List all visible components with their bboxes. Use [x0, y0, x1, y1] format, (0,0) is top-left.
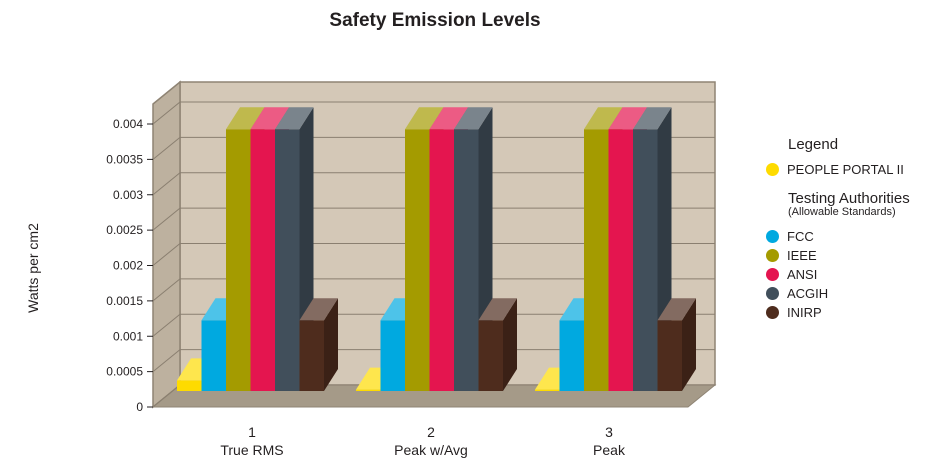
x-tick-label-2: Peak w/Avg: [394, 442, 468, 458]
bar-top: [226, 107, 265, 130]
bar-top: [299, 298, 338, 321]
legend-label-inirp: INIRP: [787, 305, 822, 320]
legend: Legend PEOPLE PORTAL II Testing Authorit…: [766, 136, 935, 322]
bar-top: [608, 107, 647, 130]
bar-top: [405, 107, 444, 130]
bar-top: [633, 107, 672, 130]
x-tick-number-1: 1: [248, 424, 256, 440]
chart-side-wall: [152, 80, 181, 409]
gridline-side: [152, 136, 181, 160]
bar-top: [429, 107, 468, 130]
bar-front: [429, 129, 454, 391]
bar-front: [380, 320, 405, 391]
bar-front: [633, 129, 658, 391]
bar-side: [324, 298, 338, 391]
legend-label-fcc: FCC: [787, 229, 814, 244]
legend-item-acgih: ACGIH: [766, 284, 935, 303]
gridline-side: [152, 101, 181, 125]
bar-top: [250, 107, 289, 130]
bar-inirp-3: [657, 298, 696, 391]
legend-swatch-ieee: [766, 249, 779, 262]
bar-front: [177, 380, 202, 391]
bar-front: [535, 389, 560, 391]
bar-front: [226, 129, 251, 391]
x-tick-label-3: Peak: [593, 442, 626, 458]
bar-front: [201, 320, 226, 391]
bar-top: [584, 107, 623, 130]
y-tick-label: 0.0005: [106, 365, 143, 379]
legend-swatch-inirp: [766, 306, 779, 319]
y-tick-label: 0.001: [113, 329, 143, 343]
legend-item-ieee: IEEE: [766, 246, 935, 265]
legend-swatch-acgih: [766, 287, 779, 300]
x-tick-number-2: 2: [427, 424, 435, 440]
y-tick-label: 0.0035: [106, 152, 143, 166]
bar-front: [584, 129, 609, 391]
bar-front: [250, 129, 275, 391]
x-tick-number-3: 3: [605, 424, 613, 440]
bar-front: [657, 320, 682, 391]
legend-swatch-people-portal: [766, 163, 779, 176]
bar-inirp-2: [478, 298, 517, 391]
y-tick-label: 0.002: [113, 259, 143, 273]
legend-label-acgih: ACGIH: [787, 286, 829, 301]
bar-front: [299, 320, 324, 391]
legend-swatch-ansi: [766, 268, 779, 281]
bar-front: [559, 320, 584, 391]
y-tick-label: 0.003: [113, 188, 143, 202]
bar-front: [356, 389, 381, 391]
gridline-side: [152, 243, 181, 266]
bar-top: [478, 298, 517, 321]
gridline-side: [152, 384, 181, 408]
legend-label-ieee: IEEE: [787, 248, 817, 263]
legend-label-people-portal: PEOPLE PORTAL II: [787, 162, 904, 177]
y-tick-label: 0.004: [113, 117, 143, 131]
gridline-side: [152, 172, 181, 196]
bar-front: [275, 129, 300, 391]
legend-group-title: Testing Authorities: [788, 190, 910, 207]
bar-side: [682, 298, 696, 391]
bar-front: [454, 129, 479, 391]
bar-inirp-1: [299, 298, 338, 391]
bar-top: [454, 107, 493, 130]
y-tick-label: 0: [136, 400, 143, 414]
legend-item-people-portal: PEOPLE PORTAL II: [766, 160, 935, 179]
y-tick-label: 0.0025: [106, 223, 143, 237]
bar-top: [657, 298, 696, 321]
x-tick-label-1: True RMS: [220, 442, 283, 458]
gridline-side: [152, 207, 181, 231]
bar-front: [405, 129, 430, 391]
y-tick-label: 0.0015: [106, 294, 143, 308]
legend-item-fcc: FCC: [766, 227, 935, 246]
bar-side: [503, 298, 517, 391]
legend-group-subtitle: (Allowable Standards): [788, 206, 896, 218]
legend-title: Legend: [788, 136, 839, 153]
gridline-side: [152, 278, 181, 302]
legend-label-ansi: ANSI: [787, 267, 818, 282]
legend-item-ansi: ANSI: [766, 265, 935, 284]
gridline-side: [152, 349, 181, 373]
gridline-side: [152, 313, 181, 337]
bar-front: [478, 320, 503, 391]
legend-item-inirp: INIRP: [766, 303, 935, 322]
legend-swatch-fcc: [766, 230, 779, 243]
bar-top: [275, 107, 314, 130]
bar-front: [608, 129, 633, 391]
chart-title: Safety Emission Levels: [329, 10, 541, 31]
